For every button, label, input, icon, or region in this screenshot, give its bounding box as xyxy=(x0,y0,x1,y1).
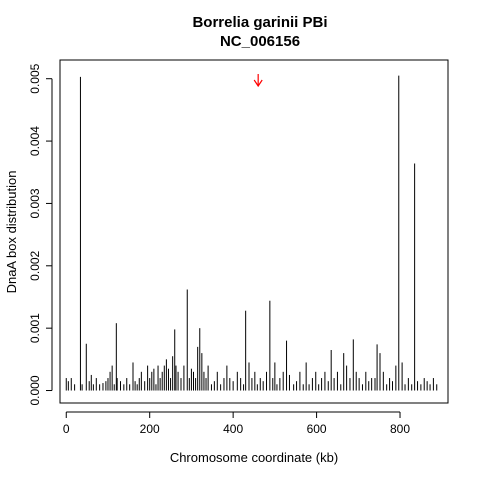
chart-subtitle: NC_006156 xyxy=(220,33,300,50)
origin-marker xyxy=(253,74,263,88)
y-axis-label: DnaA box distribution xyxy=(4,171,19,294)
x-axis: 0 200 400 600 800 xyxy=(63,411,410,436)
y-tick-label: 0.005 xyxy=(28,63,42,93)
y-axis: 0.000 0.001 0.002 0.003 0.004 0.005 xyxy=(28,63,53,406)
y-tick-label: 0.000 xyxy=(28,375,42,405)
chart-title: Borrelia garinii PBi xyxy=(192,14,327,31)
x-tick-label: 400 xyxy=(223,422,243,436)
x-tick-label: 800 xyxy=(390,422,410,436)
x-tick-label: 200 xyxy=(140,422,160,436)
x-tick-label: 600 xyxy=(307,422,327,436)
bars-group xyxy=(65,75,438,391)
plot-frame xyxy=(59,59,449,404)
arrow-down-icon xyxy=(253,79,263,88)
y-tick-label: 0.003 xyxy=(28,188,42,218)
y-tick-label: 0.004 xyxy=(28,126,42,156)
y-tick-label: 0.002 xyxy=(28,250,42,280)
x-tick-label: 0 xyxy=(63,422,70,436)
y-tick-label: 0.001 xyxy=(28,313,42,343)
x-axis-label: Chromosome coordinate (kb) xyxy=(170,450,338,465)
